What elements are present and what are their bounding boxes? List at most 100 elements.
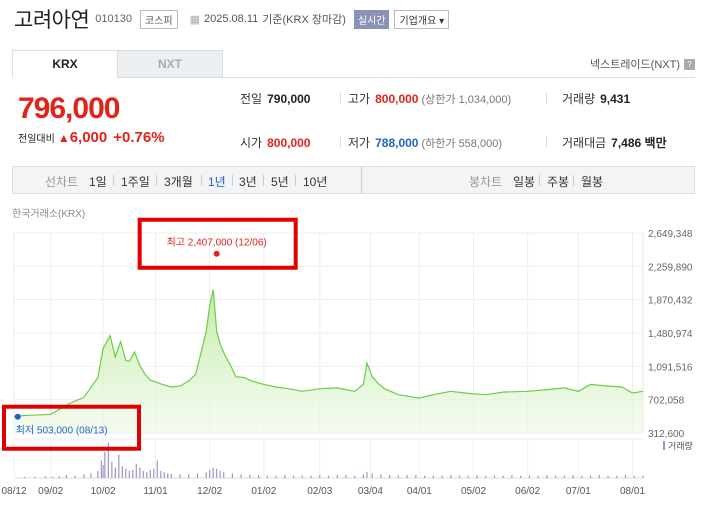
y-tick-label: 1,091,516 — [648, 362, 693, 373]
volume-bar — [149, 469, 151, 478]
divider — [340, 136, 341, 148]
market-tabs: KRX NXT — [12, 50, 223, 78]
tab-nxt[interactable]: NXT — [117, 50, 223, 78]
period-1y[interactable]: 1년 — [208, 175, 226, 189]
stock-name: 고려아연 — [14, 9, 90, 32]
divider — [573, 175, 574, 186]
volume-bar — [231, 473, 234, 478]
stat-label: 전일 — [240, 92, 263, 106]
volume-bar — [146, 472, 148, 478]
period-10y[interactable]: 10년 — [303, 175, 328, 189]
company-info-dropdown[interactable]: 기업개요 ▾ — [394, 9, 450, 29]
price-chart[interactable]: 거래량 2,649,348 2,259,890 1,870,432 1,480,974… — [0, 214, 707, 514]
candle-monthly[interactable]: 월봉 — [581, 175, 604, 189]
stat-sub: (상한가 1,034,000) — [421, 94, 512, 106]
price-change: 전일대비 ▲ 6,000 +0.76% — [18, 129, 165, 146]
candle-daily[interactable]: 일봉 — [513, 175, 536, 189]
stat-label: 시가 — [240, 136, 263, 150]
volume-bar — [104, 451, 106, 478]
stat-label: 거래량 — [562, 92, 596, 106]
volume-bar — [345, 475, 347, 478]
volume-bar — [167, 473, 169, 478]
volume-bar — [170, 473, 172, 478]
volume-bar — [135, 464, 137, 478]
period-3y[interactable]: 3년 — [239, 175, 257, 189]
divider — [113, 175, 114, 186]
realtime-button[interactable]: 실시간 — [353, 9, 390, 29]
stat-label: 거래대금 — [562, 136, 607, 150]
current-price: 796,000 — [18, 92, 120, 125]
y-tick-label: 702,058 — [648, 396, 685, 407]
volume-bar — [219, 471, 221, 478]
price-area — [14, 289, 643, 433]
volume-bar — [581, 475, 583, 478]
stat-label: 저가 — [348, 136, 371, 150]
tab-krx[interactable]: KRX — [12, 50, 118, 78]
min-point-marker — [14, 413, 21, 420]
volume-bar — [97, 471, 99, 478]
period-1w[interactable]: 1주일 — [121, 175, 150, 189]
volume-bar — [209, 469, 211, 478]
candle-weekly[interactable]: 주봉 — [547, 175, 570, 189]
volume-bar — [23, 476, 26, 478]
volume-bar — [546, 475, 548, 478]
volume-bar — [266, 475, 268, 478]
max-highlight-box — [137, 217, 298, 270]
stat-value: 788,000 — [375, 136, 419, 150]
y-tick-label: 2,649,348 — [648, 229, 693, 240]
volume-bar — [90, 473, 92, 478]
stat-sub: (하한가 558,000) — [421, 138, 502, 150]
volume-bar — [493, 475, 496, 478]
volume-bar — [34, 476, 36, 478]
change-amount: 6,000 — [69, 129, 108, 146]
volume-bar — [624, 475, 627, 478]
volume-bar — [153, 468, 155, 478]
help-icon[interactable]: ? — [684, 58, 695, 70]
volume-bar — [114, 467, 116, 478]
divider — [201, 175, 202, 186]
stat-low: 저가 788,000 (하한가 558,000) — [348, 134, 502, 151]
y-tick-label: 312,600 — [648, 429, 685, 440]
candle-chart-label: 봉차트 — [469, 175, 503, 189]
volume-bar — [366, 472, 368, 478]
x-tick-label: 05/02 — [461, 486, 486, 497]
period-1d[interactable]: 1일 — [89, 175, 107, 189]
divider — [340, 92, 341, 104]
volume-bar — [223, 472, 225, 478]
volume-bar — [432, 475, 434, 478]
volume-bar — [292, 475, 295, 478]
volume-bar — [371, 473, 373, 478]
divider — [295, 175, 296, 186]
volume-bar — [450, 475, 452, 478]
x-tick-label: 06/02 — [515, 486, 540, 497]
period-5y[interactable]: 5년 — [271, 175, 289, 189]
volume-bar — [240, 474, 242, 478]
x-tick-label: 07/01 — [566, 486, 591, 497]
volume-legend-label: 거래량 — [668, 440, 693, 451]
volume-bar — [458, 475, 461, 478]
divider — [361, 167, 362, 193]
x-tick-label: 02/03 — [307, 486, 332, 497]
nxt-link[interactable]: 넥스트레이드(NXT) ? — [590, 56, 695, 72]
stat-label: 고가 — [348, 92, 371, 106]
stat-value: 9,431 — [600, 92, 631, 106]
y-tick-label: 1,870,432 — [648, 296, 693, 307]
market-badge: 코스피 — [140, 9, 178, 29]
volume-bar — [319, 475, 321, 478]
volume-bar — [132, 469, 134, 478]
volume-bar — [83, 474, 85, 478]
volume-bar — [476, 475, 478, 478]
volume-bar — [163, 472, 165, 478]
volume-bar — [467, 475, 469, 478]
volume-bar — [362, 474, 365, 478]
stat-value: 7,486 백만 — [611, 136, 667, 150]
volume-bar — [301, 475, 303, 478]
nxt-link-label: 넥스트레이드(NXT) — [589, 59, 680, 71]
period-3m[interactable]: 3개월 — [164, 175, 193, 189]
volume-bar — [380, 474, 382, 478]
volume-bar — [537, 475, 539, 478]
volume-bar — [100, 460, 102, 478]
volume-bars: 거래량 — [23, 440, 693, 478]
chart-annotations: 최고 2,407,000 (12/06) 최저 503,000 (08/13) — [2, 217, 298, 451]
volume-bar — [160, 471, 162, 478]
